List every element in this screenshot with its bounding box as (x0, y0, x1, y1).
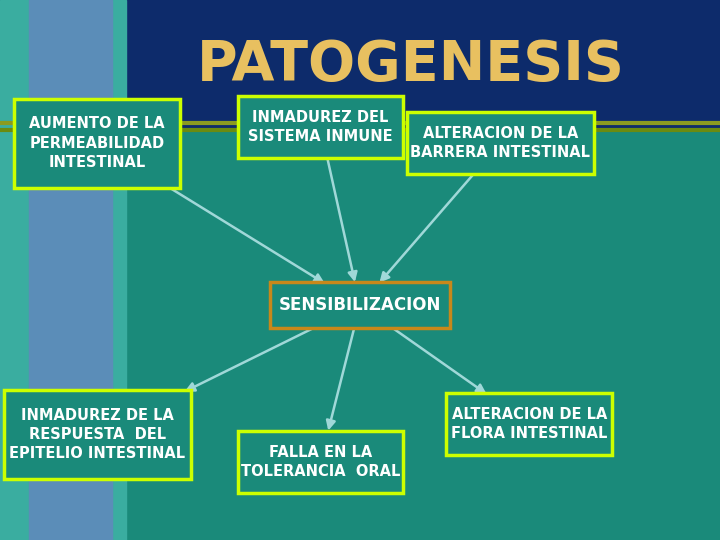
Text: SENSIBILIZACION: SENSIBILIZACION (279, 296, 441, 314)
FancyBboxPatch shape (4, 390, 191, 480)
Bar (29, 0, 112, 130)
Text: FALLA EN LA
TOLERANCIA  ORAL: FALLA EN LA TOLERANCIA ORAL (240, 444, 400, 479)
Text: INMADUREZ DEL
SISTEMA INMUNE: INMADUREZ DEL SISTEMA INMUNE (248, 110, 392, 144)
Text: PATOGENESIS: PATOGENESIS (197, 38, 624, 92)
FancyBboxPatch shape (446, 393, 612, 455)
FancyBboxPatch shape (238, 96, 403, 158)
Bar (29, 130, 112, 540)
Text: INMADUREZ DE LA
RESPUESTA  DEL
EPITELIO INTESTINAL: INMADUREZ DE LA RESPUESTA DEL EPITELIO I… (9, 408, 185, 461)
Bar (0, 0, 126, 130)
FancyBboxPatch shape (238, 431, 403, 492)
FancyBboxPatch shape (14, 98, 180, 188)
FancyBboxPatch shape (270, 282, 450, 328)
FancyBboxPatch shape (407, 112, 594, 174)
Text: AUMENTO DE LA
PERMEABILIDAD
INTESTINAL: AUMENTO DE LA PERMEABILIDAD INTESTINAL (30, 117, 165, 170)
Bar (0, 130, 126, 540)
Bar (0, 0, 720, 130)
Text: ALTERACION DE LA
FLORA INTESTINAL: ALTERACION DE LA FLORA INTESTINAL (451, 407, 608, 441)
Text: ALTERACION DE LA
BARRERA INTESTINAL: ALTERACION DE LA BARRERA INTESTINAL (410, 126, 590, 160)
